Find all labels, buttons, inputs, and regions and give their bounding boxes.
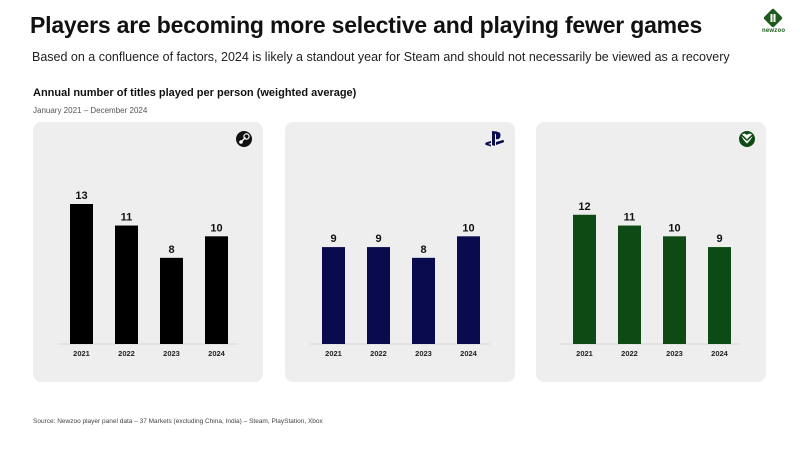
steam-chart-panel: 13 2021 11 2022 8 2023 10 2024	[33, 122, 263, 382]
steam-bar-2021	[70, 204, 93, 344]
xbox-bar-2021	[573, 214, 596, 344]
steam-tick-label-2023: 2023	[163, 349, 180, 358]
playstation-bar-2021	[322, 247, 345, 344]
steam-tick-label-2021: 2021	[73, 349, 90, 358]
playstation-icon	[485, 131, 505, 147]
newzoo-logo-text: newzoo	[762, 28, 786, 34]
newzoo-logo: newzoo	[762, 8, 786, 34]
xbox-icon	[739, 131, 755, 147]
steam-bar-2024	[205, 236, 228, 344]
steam-icon	[236, 131, 252, 147]
playstation-bar-2024	[457, 236, 480, 344]
page-title: Players are becoming more selective and …	[30, 12, 703, 38]
page-subtitle: Based on a confluence of factors, 2024 i…	[32, 50, 730, 64]
playstation-bar-2023	[412, 257, 435, 344]
xbox-bar-2022	[618, 225, 641, 344]
xbox-value-label-2022: 11	[624, 212, 636, 224]
date-range: January 2021 – December 2024	[33, 106, 148, 115]
xbox-chart-panel: 12 2021 11 2022 10 2023 9 2024	[536, 122, 766, 382]
steam-tick-label-2024: 2024	[208, 349, 226, 358]
xbox-bar-chart: 12 2021 11 2022 10 2023 9 2024	[561, 201, 741, 358]
steam-tick-label-2022: 2022	[118, 349, 135, 358]
xbox-bar-2024	[708, 247, 731, 344]
playstation-tick-label-2021: 2021	[325, 349, 342, 358]
steam-value-label-2024: 10	[210, 222, 222, 234]
xbox-value-label-2023: 10	[668, 222, 680, 234]
playstation-tick-label-2024: 2024	[460, 349, 478, 358]
playstation-value-label-2021: 9	[330, 233, 336, 245]
xbox-tick-label-2022: 2022	[621, 349, 638, 358]
steam-bar-2022	[115, 225, 138, 344]
playstation-value-label-2024: 10	[462, 222, 474, 234]
playstation-value-label-2022: 9	[375, 233, 381, 245]
xbox-tick-label-2021: 2021	[576, 349, 593, 358]
source-note: Source: Newzoo player panel data – 37 Ma…	[33, 418, 323, 425]
steam-value-label-2022: 11	[121, 212, 133, 224]
steam-bar-2023	[160, 257, 183, 344]
playstation-tick-label-2023: 2023	[415, 349, 432, 358]
steam-value-label-2021: 13	[75, 190, 87, 202]
newzoo-logo-icon	[763, 8, 783, 28]
steam-value-label-2023: 8	[168, 244, 174, 256]
playstation-value-label-2023: 8	[420, 244, 426, 256]
xbox-tick-label-2024: 2024	[711, 349, 729, 358]
playstation-chart-panel: 9 2021 9 2022 8 2023 10 2024	[285, 122, 515, 382]
xbox-value-label-2021: 12	[578, 201, 590, 213]
playstation-bar-2022	[367, 247, 390, 344]
playstation-tick-label-2022: 2022	[370, 349, 387, 358]
chart-title: Annual number of titles played per perso…	[33, 87, 357, 99]
steam-bar-chart: 13 2021 11 2022 8 2023 10 2024	[58, 190, 238, 358]
playstation-bar-chart: 9 2021 9 2022 8 2023 10 2024	[310, 222, 490, 358]
xbox-bar-2023	[663, 236, 686, 344]
xbox-tick-label-2023: 2023	[666, 349, 683, 358]
xbox-value-label-2024: 9	[716, 233, 722, 245]
